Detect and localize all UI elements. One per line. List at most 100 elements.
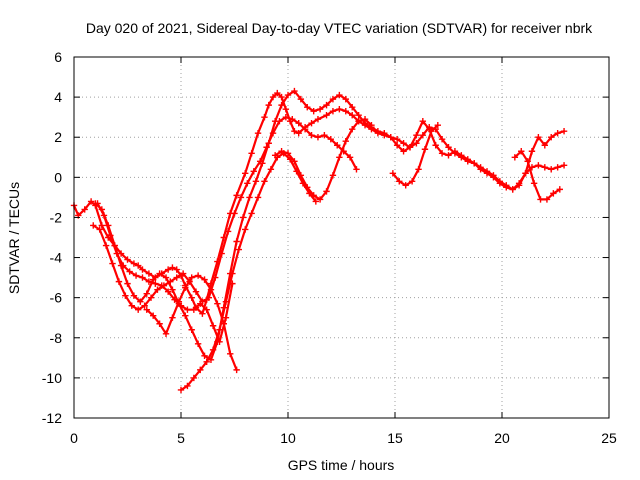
data-point-marker (182, 312, 189, 319)
data-point-marker (278, 148, 285, 155)
data-point-marker (246, 194, 253, 201)
data-point-marker (143, 306, 150, 313)
data-point-marker (169, 264, 176, 271)
data-point-marker (496, 180, 504, 187)
data-point-marker (250, 168, 257, 175)
data-point-marker (149, 312, 157, 319)
data-point-marker (169, 314, 176, 321)
y-tick-label: -4 (50, 250, 63, 266)
data-point-marker (254, 194, 262, 201)
data-point-marker (560, 128, 568, 135)
data-point-marker (229, 270, 236, 277)
data-point-marker (237, 194, 245, 201)
data-point-marker (220, 320, 227, 327)
data-point-marker (184, 382, 191, 390)
data-point-marker (201, 352, 208, 360)
data-point-marker (274, 89, 281, 97)
series-track-4 (94, 200, 236, 345)
data-point-marker (177, 386, 185, 394)
data-point-marker (297, 172, 305, 179)
y-tick-label: -10 (42, 370, 62, 386)
data-point-marker (182, 284, 189, 291)
y-tick-label: 6 (54, 49, 62, 65)
data-point-marker (312, 198, 320, 205)
data-point-marker (107, 232, 114, 239)
data-point-marker (218, 250, 225, 257)
series-track-8 (389, 121, 441, 189)
data-point-marker (464, 156, 471, 163)
data-point-marker (141, 302, 148, 309)
data-point-marker (261, 178, 268, 185)
y-tick-label: -8 (50, 330, 63, 346)
data-point-marker (256, 158, 264, 165)
data-point-marker (400, 148, 407, 155)
data-point-marker (522, 170, 529, 177)
data-point-marker (295, 119, 302, 127)
data-point-marker (109, 260, 116, 267)
data-point-marker (100, 212, 108, 219)
data-point-marker (145, 278, 153, 285)
data-point-marker (244, 180, 251, 187)
series-line (94, 90, 566, 361)
data-point-marker (90, 222, 97, 229)
data-point-marker (289, 115, 296, 123)
data-point-marker (361, 115, 369, 123)
data-point-marker (541, 142, 548, 149)
data-point-marker (124, 280, 131, 287)
data-point-marker (327, 136, 334, 143)
data-point-marker (483, 170, 491, 177)
data-point-marker (408, 178, 416, 185)
data-point-marker (203, 358, 210, 366)
data-point-marker (556, 186, 563, 193)
data-point-marker (233, 366, 240, 374)
data-point-marker (524, 158, 531, 165)
data-point-marker (239, 214, 247, 221)
data-point-marker (389, 170, 397, 177)
data-point-marker (295, 130, 302, 137)
data-point-marker (139, 266, 146, 273)
y-tick-label: 2 (54, 129, 62, 145)
data-point-marker (349, 103, 356, 111)
data-point-marker (393, 136, 401, 143)
data-point-marker (428, 128, 435, 135)
x-tick-label: 10 (280, 430, 296, 446)
x-tick-label: 20 (494, 430, 510, 446)
y-tick-label: 0 (54, 169, 62, 185)
data-point-marker (224, 228, 232, 235)
data-point-marker (316, 196, 324, 203)
data-point-marker (190, 306, 198, 313)
data-point-marker (235, 246, 242, 253)
data-point-marker (167, 278, 174, 285)
series-line (96, 202, 234, 343)
data-point-marker (515, 180, 523, 187)
data-point-marker (284, 91, 292, 99)
data-point-marker (355, 117, 362, 125)
x-tick-label: 25 (601, 430, 617, 446)
data-point-marker (304, 184, 311, 191)
data-point-marker (415, 166, 422, 173)
data-point-marker (269, 130, 277, 137)
data-point-marker (214, 300, 221, 307)
data-point-marker (342, 107, 349, 115)
data-point-marker (451, 148, 459, 155)
data-point-marker (342, 138, 349, 145)
data-point-marker (310, 192, 317, 199)
data-point-marker (197, 300, 204, 307)
data-point-marker (190, 374, 198, 382)
series-line (274, 118, 373, 201)
data-point-marker (179, 270, 187, 277)
data-point-marker (265, 101, 272, 109)
data-point-marker (470, 160, 478, 167)
y-tick-label: -12 (42, 410, 62, 426)
data-point-marker (282, 105, 290, 113)
series-track-1 (70, 89, 568, 317)
data-point-marker (98, 222, 106, 229)
data-point-marker (102, 242, 110, 249)
data-point-marker (128, 302, 135, 309)
data-point-marker (336, 105, 343, 113)
data-point-marker (139, 274, 146, 281)
data-point-marker (528, 148, 536, 155)
data-point-marker (145, 270, 153, 277)
data-point-marker (248, 150, 255, 157)
data-point-marker (194, 340, 202, 347)
